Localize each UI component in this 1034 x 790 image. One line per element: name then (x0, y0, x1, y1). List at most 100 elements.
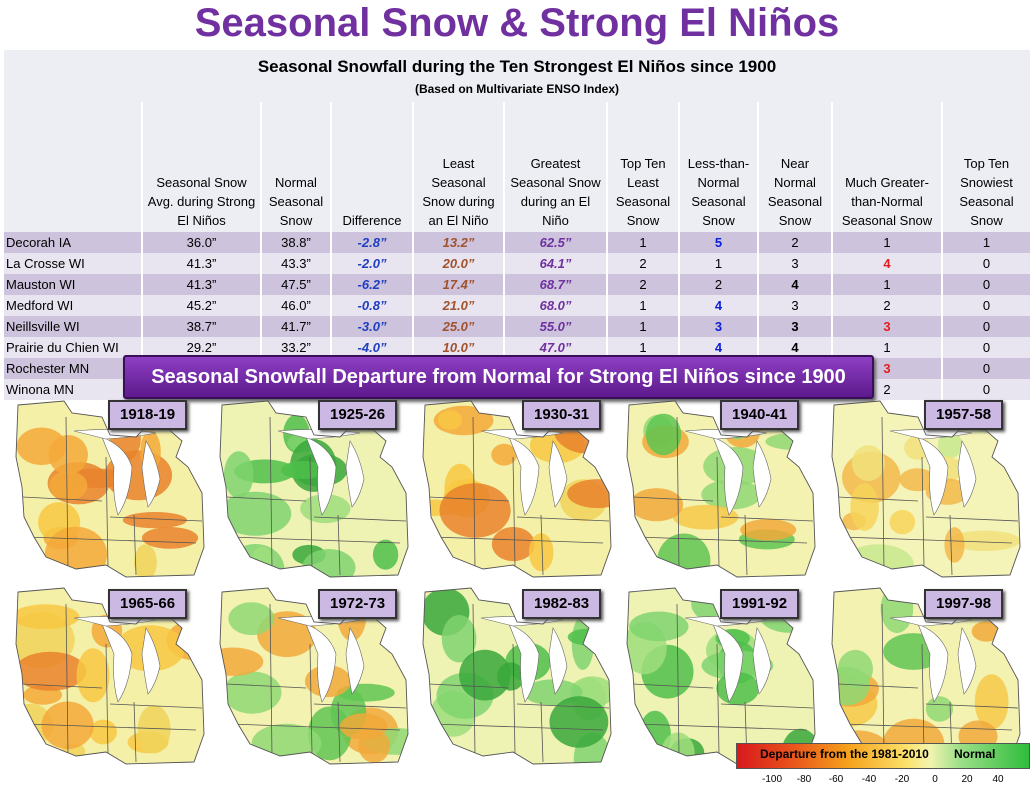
table-row: Prairie du Chien WI 29.2” 33.2” -4.0” 10.0” 4… (4, 337, 1030, 358)
cell-top-snowiest: 0 (941, 295, 1030, 316)
legend-tick: -40 (861, 774, 877, 785)
cell-normal: 47.5” (260, 274, 331, 295)
cell-much: 2 (831, 295, 942, 316)
cell-station: Decorah IA (4, 232, 142, 253)
legend-color-scale (736, 743, 1030, 769)
map-image (15, 400, 205, 578)
cell-top-snowiest: 1 (941, 232, 1030, 253)
table-row: Medford WI 45.2” 46.0” -0.8” 21.0” 68.0” 1 4 3 2 0 (4, 295, 1030, 316)
table-subtitle: (Based on Multivariate ENSO Index) (414, 82, 620, 96)
column-header: Greatest Seasonal Snow during an El Niño (503, 102, 607, 232)
cell-least: 21.0” (412, 295, 504, 316)
cell-normal: 41.7” (260, 316, 331, 337)
cell-greatest: 55.0” (503, 316, 607, 337)
cell-avg: 38.7” (141, 316, 261, 337)
column-header: Seasonal Snow Avg. during Strong El Niño… (141, 102, 261, 232)
cell-top-least: 1 (606, 316, 679, 337)
cell-normal: 33.2” (260, 337, 331, 358)
cell-station: Mauston WI (4, 274, 142, 295)
cell-avg: 45.2” (141, 295, 261, 316)
cell-top-least: 1 (606, 295, 679, 316)
cell-greatest: 68.0” (503, 295, 607, 316)
cell-avg: 41.3” (141, 253, 261, 274)
cell-top-least: 1 (606, 232, 679, 253)
legend-tick: -100 (761, 774, 783, 785)
cell-near: 2 (757, 232, 832, 253)
cell-diff: -0.8” (330, 295, 413, 316)
cell-near: 3 (757, 316, 832, 337)
column-header: Much Greater-than-Normal Seasonal Snow (831, 102, 942, 232)
column-header: Near Normal Seasonal Snow (757, 102, 832, 232)
table-heading: Seasonal Snowfall during the Ten Stronge… (4, 52, 1030, 102)
cell-diff: -2.8” (330, 232, 413, 253)
cell-less: 1 (678, 253, 758, 274)
cell-station: Winona MN (4, 379, 142, 400)
snowfall-table-panel: Seasonal Snowfall during the Ten Stronge… (4, 50, 1030, 400)
map-image (15, 587, 205, 765)
map-year-label: 1957-58 (924, 400, 1004, 430)
cell-top-snowiest: 0 (941, 316, 1030, 337)
cell-near: 4 (757, 337, 832, 358)
map-image (219, 400, 409, 578)
table-header-row: Seasonal Snow Avg. during Strong El Niño… (4, 102, 1030, 232)
map-year-label: 1940-41 (720, 400, 800, 430)
departure-map (822, 397, 1026, 582)
column-header: Top Ten Snowiest Seasonal Snow (941, 102, 1030, 232)
cell-much: 1 (831, 232, 942, 253)
cell-normal: 43.3” (260, 253, 331, 274)
cell-less: 5 (678, 232, 758, 253)
cell-station: Medford WI (4, 295, 142, 316)
cell-less: 4 (678, 295, 758, 316)
table-row: La Crosse WI 41.3” 43.3” -2.0” 20.0” 64.1” 2 1 3… (4, 253, 1030, 274)
cell-top-snowiest: 0 (941, 337, 1030, 358)
table-row: Neillsville WI 38.7” 41.7” -3.0” 25.0” 55.0” 1… (4, 316, 1030, 337)
cell-near: 3 (757, 253, 832, 274)
cell-normal: 38.8” (260, 232, 331, 253)
table-row: Decorah IA 36.0” 38.8” -2.8” 13.2” 62.5” 1 5 2 1 1 (4, 232, 1030, 253)
map-image (626, 587, 816, 765)
cell-greatest: 64.1” (503, 253, 607, 274)
maps-banner: Seasonal Snowfall Departure from Normal … (123, 355, 874, 399)
table-row: Mauston WI 41.3” 47.5” -6.2” 17.4” 68.7” 2 2 4 1 0 (4, 274, 1030, 295)
map-year-label: 1991-92 (720, 589, 800, 619)
cell-station: La Crosse WI (4, 253, 142, 274)
legend-tick: 40 (992, 774, 1004, 785)
cell-top-snowiest: 0 (941, 274, 1030, 295)
map-image (831, 400, 1021, 578)
table-title: Seasonal Snowfall during the Ten Stronge… (257, 57, 777, 76)
legend-tick: 20 (961, 774, 973, 785)
map-year-label: 1982-83 (522, 589, 602, 619)
departure-map (617, 584, 821, 769)
map-year-label: 1930-31 (522, 400, 602, 430)
column-header: Less-than-Normal Seasonal Snow (678, 102, 758, 232)
column-header: Least Seasonal Snow during an El Niño (412, 102, 504, 232)
cell-avg: 41.3” (141, 274, 261, 295)
cell-station: Rochester MN (4, 358, 142, 379)
cell-less: 4 (678, 337, 758, 358)
cell-station: Prairie du Chien WI (4, 337, 142, 358)
cell-greatest: 68.7” (503, 274, 607, 295)
cell-avg: 36.0” (141, 232, 261, 253)
cell-near: 4 (757, 274, 832, 295)
departure-map (210, 397, 414, 582)
cell-greatest: 47.0” (503, 337, 607, 358)
cell-least: 25.0” (412, 316, 504, 337)
map-legend: Departure from the 1981-2010 Normal -100… (736, 743, 1030, 787)
column-header: Difference (330, 102, 413, 232)
cell-much: 1 (831, 337, 942, 358)
legend-label: Departure from the 1981-2010 (760, 747, 929, 761)
cell-diff: -6.2” (330, 274, 413, 295)
cell-top-snowiest: 0 (941, 358, 1030, 379)
map-year-label: 1965-66 (108, 589, 188, 619)
cell-avg: 29.2” (141, 337, 261, 358)
cell-top-least: 2 (606, 274, 679, 295)
column-header: Normal Seasonal Snow (260, 102, 331, 232)
legend-tick: -20 (894, 774, 910, 785)
cell-top-least: 2 (606, 253, 679, 274)
cell-much: 4 (831, 253, 942, 274)
cell-station: Neillsville WI (4, 316, 142, 337)
cell-diff: -3.0” (330, 316, 413, 337)
legend-normal-label: Normal (954, 747, 996, 761)
cell-greatest: 62.5” (503, 232, 607, 253)
legend-tick: -80 (796, 774, 812, 785)
